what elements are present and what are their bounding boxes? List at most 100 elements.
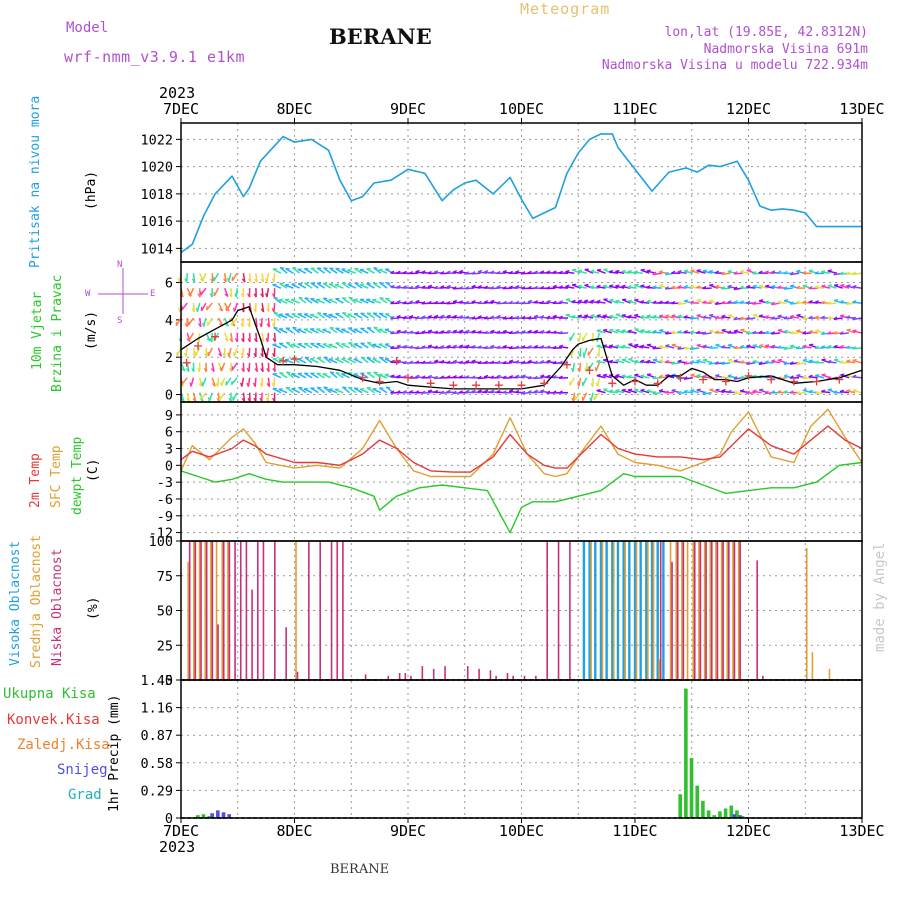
wind-arrow-head	[646, 269, 651, 272]
wind-arrow	[578, 362, 582, 372]
wind-arrow-head	[634, 373, 639, 376]
wind-arrow	[233, 347, 238, 357]
wind-arrow-head	[571, 314, 576, 318]
wind-arrow-head	[446, 344, 451, 348]
wind-arrow-head	[683, 389, 688, 393]
wind-arrow-head	[627, 388, 633, 391]
wind-arrow-head	[714, 270, 719, 274]
wind-arrow	[746, 362, 756, 365]
wind-arrow-head	[298, 386, 303, 389]
precip-snow-bar	[221, 812, 226, 818]
wind-arrow-head	[671, 285, 676, 289]
wind-arrow-head	[733, 345, 738, 349]
wind-arrow-head	[709, 388, 714, 391]
wind-arrow	[248, 362, 251, 372]
wind-arrow-head	[323, 267, 328, 270]
wind-arrow	[285, 327, 294, 334]
wind-arrow	[796, 347, 806, 350]
wind-arrow-head	[671, 330, 676, 334]
wind-arrow-head	[721, 345, 726, 348]
wind-arrow-head	[733, 359, 739, 362]
wind-arrow-head	[440, 314, 445, 318]
wind-arrow	[185, 273, 188, 283]
wind-arrow	[353, 313, 363, 319]
wind-arrow-head	[640, 374, 645, 377]
wind-arrow	[235, 288, 238, 298]
wind-arrow-head	[347, 268, 352, 271]
wind-arrow-head	[783, 390, 788, 393]
wind-arrow-head	[247, 338, 251, 343]
wind-arrow-head	[477, 285, 482, 288]
wind-arrow-head	[502, 285, 507, 290]
precip-snow-bar	[210, 813, 214, 818]
wind-arrow-head	[821, 284, 826, 287]
x-tick-label-bottom: 11DEC	[612, 822, 657, 840]
wind-arrow-head	[590, 382, 594, 388]
wind-arrow-head	[206, 338, 211, 342]
wind-arrow-head	[571, 397, 575, 402]
wind-arrow-head	[490, 375, 495, 379]
wind-arrow	[452, 271, 462, 274]
wind-arrow	[323, 267, 332, 274]
wind-arrow	[569, 377, 575, 386]
wind-arrow-head	[621, 374, 626, 377]
wind-arrow-head	[574, 395, 577, 400]
wind-arrow	[821, 390, 831, 394]
wind-arrow-head	[727, 300, 732, 304]
wind-arrow	[602, 345, 612, 349]
wind-arrow	[303, 328, 313, 334]
wind-arrow-head	[527, 299, 532, 303]
wind-arrow-head	[254, 368, 258, 373]
wind-arrow	[671, 362, 681, 365]
wind-arrow-head	[216, 397, 220, 402]
wind-arrow	[746, 317, 756, 321]
wind-arrow-head	[827, 344, 832, 348]
wind-arrow	[572, 392, 576, 402]
wind-arrow	[446, 315, 456, 319]
wind-arrow-head	[540, 315, 545, 318]
wind-arrow-head	[552, 314, 557, 318]
wind-arrow-head	[671, 388, 676, 392]
wind-arrow-head	[483, 360, 488, 364]
wind-arrow-head	[292, 326, 297, 329]
wind-arrow-head	[770, 390, 776, 394]
wind-arrow-head	[433, 330, 439, 334]
wind-gust-marker	[279, 356, 288, 365]
wind-arrow	[322, 297, 332, 304]
wind-arrow-head	[203, 368, 207, 373]
wind-arrow-head	[266, 368, 270, 373]
precip-snow-bar	[732, 814, 737, 818]
wind-arrow-head	[229, 338, 233, 343]
wind-arrow-head	[765, 284, 770, 287]
wind-arrow	[584, 315, 594, 319]
wind-arrow	[628, 343, 638, 349]
wind-arrow	[379, 297, 388, 304]
wind-arrow	[690, 389, 700, 394]
wind-arrow-head	[446, 270, 451, 274]
wind-arrow	[359, 283, 369, 289]
wind-arrow	[217, 302, 224, 312]
wind-arrow-head	[783, 329, 788, 333]
wind-arrow-head	[696, 330, 701, 334]
wind-arrow-head	[603, 358, 608, 361]
wind-arrow-head	[260, 368, 264, 373]
wind-arrow-head	[708, 269, 713, 273]
wind-arrow-head	[745, 300, 751, 304]
wind-arrow-head	[664, 271, 669, 276]
wind-arrow-head	[452, 314, 457, 318]
x-tick-label-bottom: 8DEC	[276, 822, 312, 840]
wind-arrow	[846, 360, 856, 364]
wind-arrow	[220, 362, 226, 372]
wind-arrow-head	[254, 278, 258, 283]
wind-arrow-head	[595, 382, 599, 387]
wind-arrow-head	[683, 299, 689, 302]
wind-arrow-head	[533, 270, 538, 274]
wind-arrow	[233, 302, 238, 312]
wind-arrow-head	[740, 328, 745, 331]
wind-arrow-head	[192, 353, 197, 358]
wind-arrow	[316, 343, 325, 349]
wind-arrow-head	[496, 300, 501, 305]
wind-arrow	[190, 377, 195, 387]
wind-arrow-head	[808, 299, 813, 303]
wind-arrow	[765, 345, 775, 349]
